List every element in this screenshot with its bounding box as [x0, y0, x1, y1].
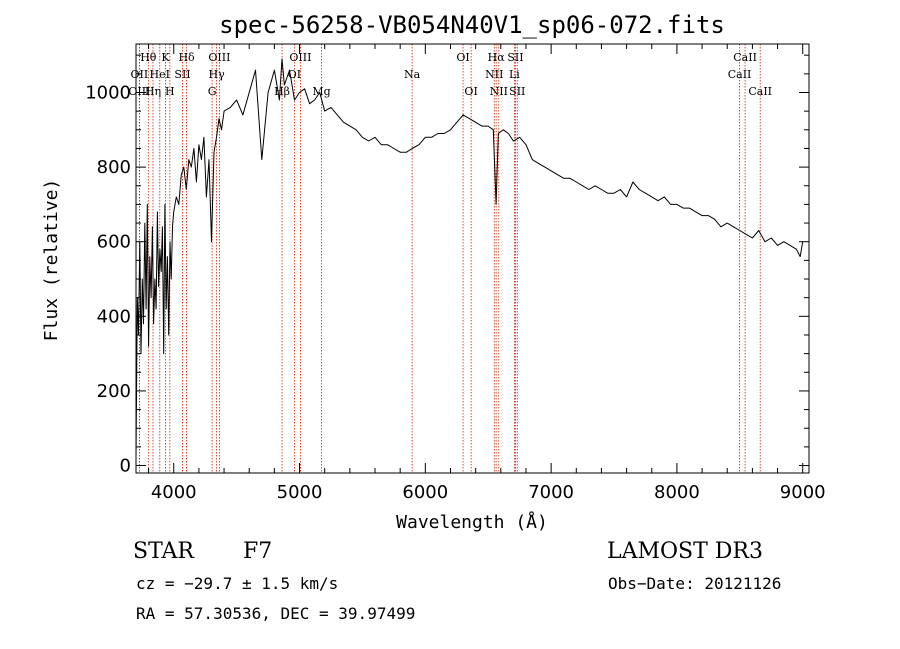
x-tick-label: 8000 — [654, 482, 700, 503]
y-tick-label: 400 — [97, 306, 131, 327]
spectrum-series — [135, 58, 804, 459]
emission-line-label-11: G — [208, 85, 217, 98]
x-axis-title: Wavelength (Å) — [396, 511, 548, 533]
emission-line-markers — [138, 44, 761, 473]
emission-line-label-4: HeI — [150, 68, 170, 81]
object-class: STAR — [133, 539, 194, 564]
emission-line-label-23: Li — [509, 68, 520, 81]
spectrum-line — [135, 58, 804, 459]
observation-date: Obs−Date: 20121126 — [608, 574, 782, 593]
emission-line-label-10: Hγ — [209, 68, 226, 81]
x-tick-label: 9000 — [780, 482, 826, 503]
emission-line-label-13: OI — [288, 68, 301, 81]
emission-line-label-2: OIII — [128, 85, 150, 98]
plot-frame — [135, 43, 810, 474]
sky-coordinates: RA = 57.30536, DEC = 39.97499 — [136, 604, 416, 623]
emission-line-label-7: SII — [174, 68, 190, 81]
emission-line-label-8: Hδ — [178, 51, 195, 64]
emission-line-label-24: SII — [509, 85, 525, 98]
emission-line-label-19: Hα — [488, 51, 506, 64]
y-tick-label: 600 — [97, 232, 131, 253]
emission-line-label-12: OIII — [289, 51, 311, 64]
object-subclass: F7 — [243, 539, 273, 564]
y-tick-label: 1000 — [85, 82, 131, 103]
survey-name: LAMOST DR3 — [607, 539, 763, 564]
emission-line-label-1: OII — [131, 68, 149, 81]
emission-line-label-6: H — [165, 85, 175, 98]
emission-line-label-9: OIII — [208, 51, 230, 64]
emission-line-label-15: Mg — [312, 85, 330, 98]
emission-line-label-5: K — [161, 51, 170, 64]
y-tick-label: 0 — [120, 456, 131, 477]
emission-line-label-3: Hη — [145, 85, 161, 98]
x-tick-label: 5000 — [277, 482, 323, 503]
emission-line-label-0: Hθ — [140, 51, 157, 64]
y-axis-title: Flux (relative) — [41, 179, 62, 342]
emission-line-label-20: NII — [485, 68, 503, 81]
redshift-velocity: cz = −29.7 ± 1.5 km/s — [136, 574, 339, 593]
x-tick-label: 4000 — [151, 482, 197, 503]
emission-line-label-21: NII — [490, 85, 508, 98]
emission-line-label-14: Hβ — [274, 85, 290, 98]
emission-line-label-16: Na — [404, 68, 421, 81]
x-tick-label: 6000 — [402, 482, 448, 503]
emission-line-label-22: SII — [507, 51, 523, 64]
emission-line-label-26: CaII — [728, 68, 752, 81]
emission-line-label-27: CaII — [748, 85, 772, 98]
y-tick-label: 200 — [97, 381, 131, 402]
y-tick-label: 800 — [97, 157, 131, 178]
emission-line-label-17: OI — [456, 51, 469, 64]
x-tick-label: 7000 — [528, 482, 574, 503]
emission-line-label-18: OI — [464, 85, 477, 98]
chart-title: spec-56258-VB054N40V1_sp06-072.fits — [219, 11, 725, 39]
emission-line-label-25: CaII — [733, 51, 757, 64]
axis-ticks: 4000 5000 6000 7000 8000 9000 0 200 400 600 800 100… — [85, 44, 826, 503]
spectrum-chart: spec-56258-VB054N40V1_sp06-072.fits 4000… — [41, 11, 826, 533]
